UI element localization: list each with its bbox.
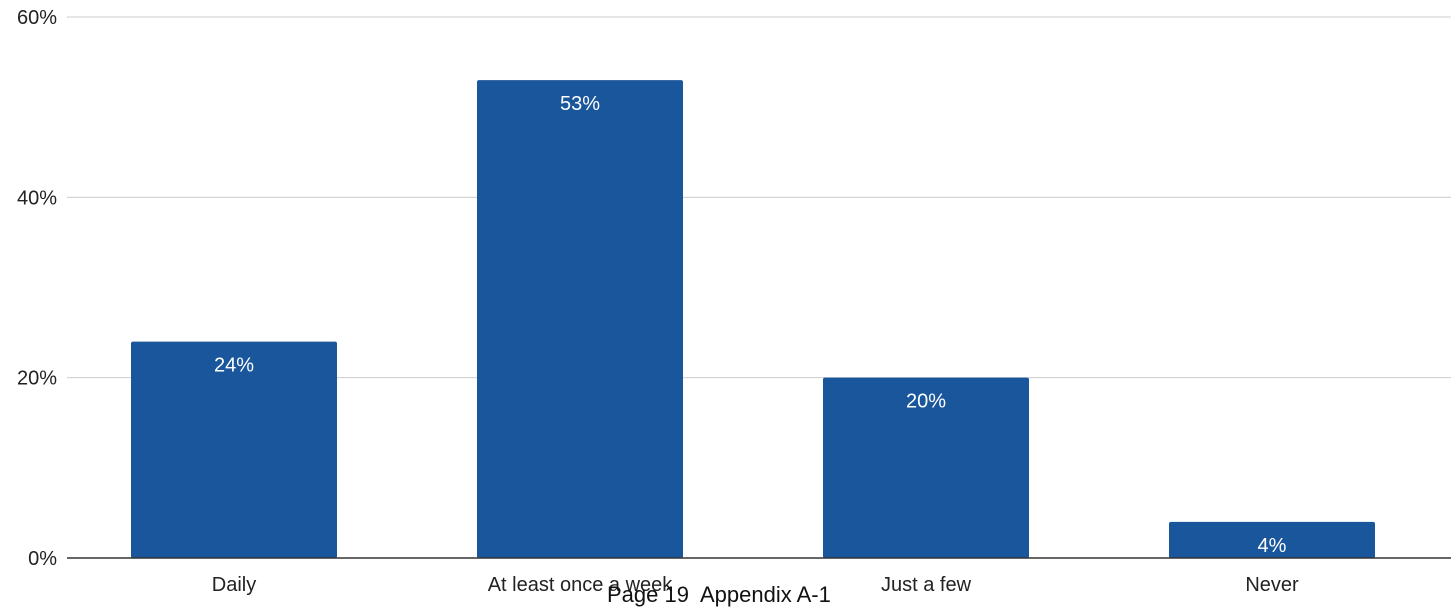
bars: 24% 53% 20% 4% bbox=[131, 80, 1375, 558]
x-category-label: At least once a week bbox=[488, 574, 674, 596]
x-category-label: Never bbox=[1245, 574, 1299, 596]
y-tick-label: 20% bbox=[17, 368, 57, 390]
y-tick-label: 60% bbox=[17, 7, 57, 29]
gridlines bbox=[67, 16, 1451, 379]
bar bbox=[477, 80, 683, 558]
bar-data-label: 20% bbox=[906, 391, 946, 413]
bar-data-label: 4% bbox=[1258, 535, 1287, 557]
x-category-label: Just a few bbox=[881, 574, 972, 596]
bar-data-label: 24% bbox=[214, 355, 254, 377]
x-category-label: Daily bbox=[212, 574, 256, 596]
y-tick-label: 0% bbox=[28, 548, 57, 570]
x-axis-labels: Daily At least once a week Just a few Never bbox=[212, 574, 1299, 596]
bar bbox=[823, 377, 1029, 558]
bar bbox=[131, 341, 337, 558]
bar-data-label: 53% bbox=[560, 93, 600, 115]
bar bbox=[1169, 521, 1375, 558]
page-footer: Page 19 Appendix A-1 bbox=[607, 582, 831, 607]
y-tick-label: 40% bbox=[17, 187, 57, 209]
y-axis-ticks: 0% 20% 40% 60% bbox=[17, 7, 57, 570]
